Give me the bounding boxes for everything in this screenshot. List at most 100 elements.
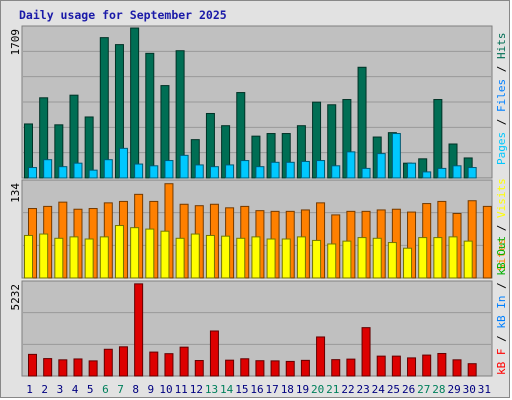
files-bar — [300, 160, 310, 179]
files-bar — [225, 164, 235, 179]
files-bar — [316, 160, 326, 179]
x-tick-label: 28 — [432, 383, 445, 396]
x-tick-label: 12 — [190, 383, 203, 396]
files-bar — [346, 151, 356, 179]
kbf-bar — [43, 358, 53, 377]
kbf-bar — [118, 346, 128, 377]
hits-bar — [99, 37, 109, 179]
visits-bar — [463, 240, 473, 279]
x-tick-label: 18 — [281, 383, 294, 396]
visits-bar — [448, 236, 458, 279]
kbf-bar — [194, 360, 204, 377]
hits-bar — [84, 116, 94, 179]
files-bar — [407, 162, 417, 179]
x-tick-label: 19 — [296, 383, 309, 396]
visits-bar — [99, 236, 109, 279]
files-bar — [28, 167, 37, 179]
visits-bar — [24, 234, 33, 279]
files-bar — [376, 153, 386, 179]
visits-bar — [160, 230, 170, 279]
kbf-bar — [437, 352, 447, 377]
files-bar — [58, 166, 68, 179]
files-bar — [209, 166, 219, 179]
files-bar — [194, 164, 204, 179]
kbf-bar — [209, 330, 219, 377]
x-tick-label: 15 — [235, 383, 248, 396]
legend-label: Pages / Files / Hits — [495, 33, 508, 166]
visits-bar — [418, 237, 428, 279]
files-bar — [103, 159, 113, 179]
legend-separator: / — [495, 218, 508, 238]
visits-bar — [54, 237, 64, 279]
files-bar — [452, 165, 462, 179]
kbf-bar — [331, 359, 341, 377]
x-tick-label: 13 — [205, 383, 218, 396]
kbf-bar — [179, 346, 189, 377]
sites-bar — [482, 205, 492, 279]
visits-bar — [145, 228, 155, 279]
visits-bar — [84, 238, 94, 279]
legend-entry: kB In — [495, 296, 508, 329]
kbf-bar — [361, 327, 371, 377]
kbf-bar — [316, 336, 326, 377]
visits-bar — [372, 237, 382, 279]
legend-entry: Files — [495, 79, 508, 112]
files-bar — [73, 162, 83, 179]
files-bar — [134, 163, 144, 179]
kbf-bar — [58, 359, 68, 377]
visits-bar — [221, 235, 231, 279]
kbf-bar — [103, 348, 113, 377]
legend-entry: kB Out — [495, 236, 508, 276]
visits-bar — [433, 237, 443, 279]
kbf-bar — [300, 359, 310, 377]
x-tick-label: 5 — [87, 383, 94, 396]
visits-bar — [130, 227, 140, 279]
x-tick-label: 8 — [132, 383, 139, 396]
files-bar — [149, 165, 159, 179]
legend-label: kB F / kB In / kB Out — [495, 236, 508, 375]
visits-bar — [296, 236, 306, 279]
kbf-bar — [346, 358, 356, 377]
max-value-label: 1709 — [9, 29, 22, 56]
files-bar — [361, 167, 371, 179]
x-tick-label: 23 — [357, 383, 370, 396]
kbf-bar — [452, 359, 462, 377]
legend-separator: / — [495, 329, 508, 349]
x-tick-label: 7 — [117, 383, 124, 396]
kbf-bar — [255, 360, 265, 377]
x-tick-label: 6 — [102, 383, 109, 396]
kbf-bar — [467, 363, 477, 377]
x-tick-label: 17 — [266, 383, 279, 396]
files-bar — [467, 167, 477, 179]
files-bar — [43, 159, 53, 179]
legend-entry: Hits — [495, 33, 508, 60]
x-tick-label: 11 — [175, 383, 188, 396]
legend-label: Sites / Visits — [495, 178, 508, 271]
kbf-bar — [225, 359, 235, 377]
x-tick-label: 21 — [326, 383, 339, 396]
visits-bar — [281, 238, 291, 279]
files-bar — [179, 154, 189, 179]
files-bar — [255, 166, 265, 179]
hits-bar — [145, 52, 155, 179]
x-tick-label: 29 — [447, 383, 460, 396]
x-tick-label: 4 — [72, 383, 79, 396]
kbf-bar — [73, 358, 83, 377]
visits-bar — [175, 237, 185, 279]
x-tick-label: 25 — [387, 383, 400, 396]
x-tick-label: 2 — [41, 383, 48, 396]
kbf-bar — [164, 353, 174, 377]
kbf-bar — [376, 355, 386, 377]
files-bar — [437, 167, 447, 179]
x-tick-label: 14 — [220, 383, 234, 396]
visits-bar — [403, 247, 413, 279]
legend-entry: kB F — [495, 349, 508, 376]
visits-bar — [114, 225, 124, 279]
files-bar — [240, 160, 250, 179]
legend-entry: Visits — [495, 178, 508, 218]
kbf-bar — [88, 360, 98, 377]
x-tick-label: 30 — [463, 383, 476, 396]
kbf-bar — [240, 358, 250, 377]
visits-bar — [387, 242, 397, 279]
